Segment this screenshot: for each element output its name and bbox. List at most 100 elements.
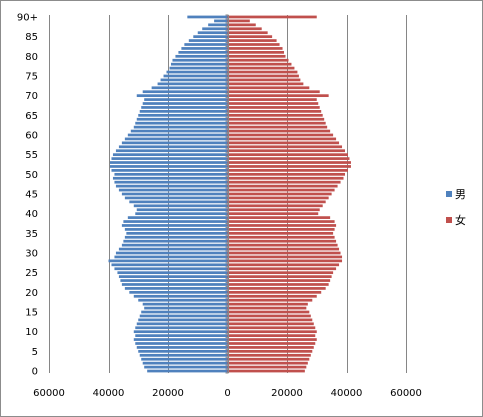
bar-series-0-age-2 (142, 361, 228, 365)
bar-series-1-age-15 (227, 310, 310, 314)
bar-series-0-age-54 (111, 157, 228, 160)
bar-series-0-age-16 (144, 306, 228, 310)
bar-series-0-age-43 (129, 200, 228, 204)
bar-series-1-age-71 (227, 90, 320, 94)
bar-series-1-age-48 (227, 180, 341, 184)
y-tick-label-3: 15 (25, 308, 38, 319)
bar-series-1-age-1 (227, 365, 307, 369)
bar-series-1-age-37 (227, 224, 337, 227)
bar-series-1-age-83 (227, 43, 280, 46)
x-tick-label-0: 60000 (33, 388, 65, 399)
y-tick-label-1: 5 (32, 347, 38, 358)
bar-series-0-age-86 (197, 31, 228, 35)
bar-series-0-age-73 (157, 82, 228, 86)
bar-series-0-age-60 (127, 133, 228, 137)
bar-series-0-age-51 (111, 169, 228, 172)
legend-swatch-female (446, 217, 452, 223)
bar-series-0-age-35 (126, 231, 228, 235)
bar-series-0-age-44 (124, 196, 228, 200)
bar-series-0-age-82 (181, 47, 228, 50)
bar-series-1-age-57 (227, 145, 343, 149)
bar-series-0-age-65 (138, 113, 228, 117)
bar-series-0-age-5 (138, 349, 228, 353)
bar-series-0-age-34 (124, 235, 228, 239)
bars (108, 15, 351, 373)
y-tick-label-14: 70 (25, 91, 38, 102)
bar-series-1-age-68 (227, 102, 319, 105)
y-tick-label-6: 30 (25, 249, 38, 260)
bar-series-0-age-76 (166, 70, 228, 74)
bar-series-0-age-7 (135, 342, 228, 345)
bar-series-1-age-85 (227, 35, 273, 39)
bar-series-0-age-48 (114, 180, 228, 184)
bar-series-0-age-24 (118, 275, 228, 278)
y-tick-label-2: 10 (25, 327, 38, 338)
y-tick-label-8: 40 (25, 209, 38, 220)
bar-series-0-age-66 (139, 110, 228, 113)
bar-series-1-age-79 (227, 58, 289, 62)
bar-series-0-age-32 (121, 243, 228, 247)
bar-series-0-age-12 (136, 322, 228, 326)
bar-series-0-age-36 (124, 228, 228, 231)
bar-series-0-age-25 (117, 271, 228, 275)
bar-series-0-age-63 (135, 121, 228, 125)
x-tick-label-1: 40000 (93, 388, 125, 399)
bar-series-1-age-8 (227, 338, 317, 341)
bar-series-1-age-58 (227, 141, 340, 145)
bar-series-1-age-41 (227, 208, 320, 212)
y-tick-label-7: 35 (25, 229, 38, 240)
bar-series-0-age-42 (133, 204, 228, 208)
bar-series-1-age-50 (227, 172, 346, 176)
bar-series-0-age-3 (141, 357, 228, 361)
bar-series-0-age-13 (138, 318, 228, 322)
bar-series-1-age-39 (227, 216, 331, 219)
bar-series-1-age-3 (227, 357, 310, 361)
bar-series-1-age-45 (227, 192, 332, 196)
bar-series-0-age-50 (114, 172, 228, 176)
bar-series-1-age-4 (227, 353, 311, 357)
y-tick-label-10: 50 (25, 170, 38, 181)
bar-series-1-age-19 (227, 294, 317, 298)
bar-series-0-age-27 (111, 263, 228, 267)
bar-series-1-age-86 (227, 31, 268, 35)
bar-series-1-age-75 (227, 74, 299, 78)
bar-series-0-age-10 (133, 330, 228, 334)
bar-series-1-age-77 (227, 66, 295, 70)
bar-series-0-age-55 (112, 153, 228, 157)
x-tick-label-6: 60000 (390, 388, 422, 399)
bar-series-0-age-70 (136, 94, 228, 98)
bar-series-0-age-61 (130, 129, 228, 133)
bar-series-0-age-22 (121, 283, 228, 286)
bar-series-1-age-31 (227, 247, 340, 251)
bar-series-0-age-46 (118, 188, 228, 192)
bar-series-1-age-9 (227, 334, 316, 337)
bar-series-1-age-90 (227, 15, 317, 19)
bar-series-0-age-15 (141, 310, 228, 314)
bar-series-1-age-40 (227, 212, 319, 216)
bar-series-1-age-67 (227, 106, 320, 109)
bar-series-0-age-85 (193, 35, 228, 39)
bar-series-1-age-47 (227, 184, 338, 188)
x-tick-label-5: 40000 (331, 388, 363, 399)
bar-series-0-age-33 (123, 239, 228, 243)
bar-series-0-age-67 (141, 106, 228, 109)
bar-series-1-age-6 (227, 346, 314, 349)
bar-series-1-age-30 (227, 251, 341, 255)
bar-series-1-age-89 (227, 19, 250, 23)
bar-series-0-age-90 (187, 15, 228, 19)
bar-series-1-age-5 (227, 349, 313, 353)
bar-series-1-age-43 (227, 200, 326, 204)
legend-label-male: 男 (455, 188, 466, 201)
bar-series-0-age-57 (118, 145, 228, 149)
y-tick-label-5: 25 (25, 268, 38, 279)
bar-series-1-age-82 (227, 47, 283, 50)
y-tick-label-9: 45 (25, 190, 38, 201)
bar-series-1-age-84 (227, 39, 277, 42)
bar-series-0-age-20 (129, 290, 228, 294)
bar-series-0-age-83 (184, 43, 228, 46)
bar-series-1-age-26 (227, 267, 337, 271)
x-tick-label-3: 0 (224, 388, 230, 399)
bar-series-0-age-58 (121, 141, 228, 145)
bar-series-1-age-24 (227, 275, 332, 278)
